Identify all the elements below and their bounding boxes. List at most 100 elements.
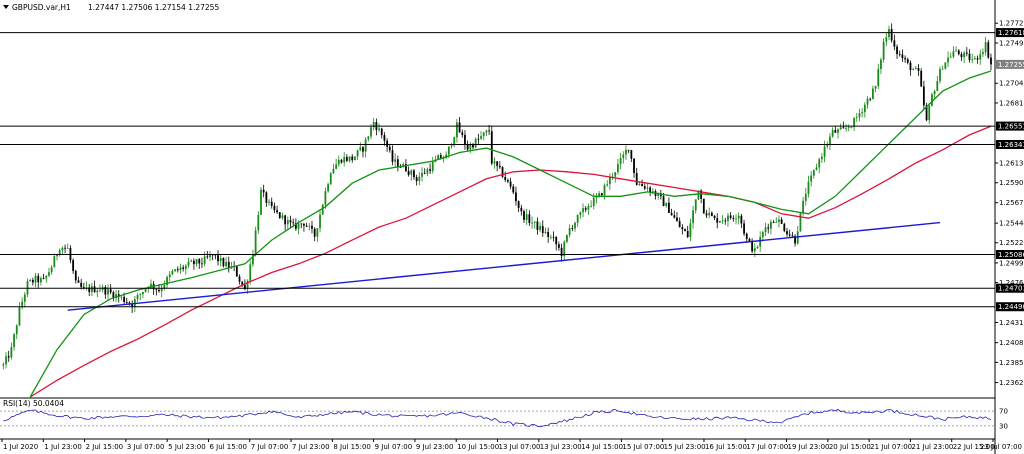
trendline[interactable] <box>67 221 941 311</box>
candle-body <box>319 214 321 229</box>
price-axis: 1.27725 1.27499 1.27040 1.26815 1.26130 1.259… <box>995 20 1024 430</box>
candle-body <box>866 98 869 105</box>
price-tag-label: 1.27618 <box>998 29 1024 37</box>
ohlc-readout: 1.27447 1.27506 1.27154 1.27255 <box>88 3 219 12</box>
time-tick-label: 15 Jul 23:00 <box>664 443 706 451</box>
candle-body <box>490 131 493 164</box>
price-tick-label: 1.25220 <box>999 239 1024 247</box>
candle-body <box>587 206 590 210</box>
candle-body <box>719 221 721 223</box>
candle-body <box>592 197 595 206</box>
candle-body <box>536 221 539 230</box>
candle-body <box>7 356 10 358</box>
candle-body <box>15 325 18 335</box>
candle-body <box>871 88 874 100</box>
price-tick-label: 1.26130 <box>999 159 1024 167</box>
candle-body <box>957 50 960 55</box>
candle-body <box>635 173 638 185</box>
rsi-tick-label: 30 <box>999 422 1008 430</box>
candle-body <box>359 147 362 151</box>
candle-body <box>509 181 512 187</box>
candle-body <box>160 288 163 292</box>
candle-body <box>362 147 364 152</box>
candle-body <box>128 302 131 304</box>
candle-body <box>976 58 979 60</box>
candle-body <box>576 214 579 223</box>
candle-body <box>877 68 880 86</box>
candle-body <box>579 212 582 215</box>
candle-body <box>713 215 716 219</box>
price-tick-label: 1.23855 <box>999 359 1024 367</box>
candle-body <box>673 215 676 218</box>
candle-body <box>292 222 295 224</box>
candle-body <box>99 289 101 291</box>
candle-body <box>874 85 877 89</box>
candle-body <box>241 281 244 285</box>
price-tick-label: 1.24310 <box>999 319 1024 327</box>
candle-body <box>571 228 574 229</box>
rsi-panel[interactable]: RSI(14) 50.0404 <box>0 399 995 428</box>
candle-body <box>590 205 592 207</box>
candle-body <box>225 261 227 267</box>
price-panel[interactable] <box>0 23 995 398</box>
price-tag-box <box>996 302 1024 312</box>
candle-body <box>34 275 37 283</box>
candle-body <box>485 130 488 133</box>
candle-body <box>920 70 923 87</box>
time-tick-label: 7 Jul 23:00 <box>292 443 330 451</box>
candle-body <box>751 241 754 252</box>
candle-body <box>971 59 974 60</box>
candle-body <box>168 274 171 278</box>
price-tick-label: 1.25444 <box>999 220 1024 228</box>
price-tag-box <box>996 28 1024 38</box>
candle-body <box>767 227 770 229</box>
time-tick-label: 1 Jul 2020 <box>3 443 38 451</box>
candle-body <box>965 52 968 54</box>
candle-body <box>788 234 791 236</box>
candle-body <box>638 184 641 185</box>
candle-body <box>246 280 249 290</box>
candle-body <box>383 135 386 141</box>
price-tick-label: 1.23625 <box>999 379 1024 387</box>
candle-body <box>858 113 861 118</box>
candle-body <box>206 256 209 258</box>
candle-body <box>544 231 547 234</box>
candle-body <box>931 94 933 106</box>
candle-body <box>753 248 756 252</box>
time-tick-label: 19 Jul 23:00 <box>788 443 830 451</box>
candle-body <box>53 256 56 268</box>
time-tick-label: 9 Jul 23:00 <box>416 443 454 451</box>
price-tick-label: 1.27499 <box>999 40 1024 48</box>
candle-body <box>606 184 609 186</box>
candle-body <box>10 347 13 358</box>
candle-body <box>297 223 300 229</box>
candle-body <box>896 46 898 55</box>
candle-body <box>461 132 464 135</box>
candle-body <box>933 91 936 95</box>
candle-body <box>466 144 469 150</box>
candle-body <box>469 144 472 150</box>
time-tick-label: 9 Jul 07:00 <box>375 443 413 451</box>
candle-body <box>882 41 885 60</box>
time-axis: 1 Jul 2020 1 Jul 23:00 2 Jul 15:00 3 Jul 07… <box>1 439 1022 451</box>
candle-body <box>557 244 560 248</box>
candle-body <box>729 215 732 218</box>
candle-body <box>429 169 431 171</box>
candle-body <box>657 193 660 196</box>
candle-body <box>584 208 587 210</box>
candle-body <box>617 163 619 173</box>
symbol-dropdown-icon[interactable] <box>3 5 9 9</box>
time-tick-label: 23 Jul 07:00 <box>980 443 1022 451</box>
candle-body <box>944 62 947 69</box>
candle-body <box>415 177 418 182</box>
candle-body <box>372 122 375 128</box>
price-tag-box <box>996 121 1024 131</box>
candle-body <box>807 181 810 194</box>
candle-body <box>772 221 775 223</box>
candle-body <box>786 231 788 235</box>
candle-body <box>370 127 372 137</box>
candle-body <box>48 272 50 276</box>
candle-body <box>262 189 265 193</box>
candle-body <box>595 196 598 198</box>
